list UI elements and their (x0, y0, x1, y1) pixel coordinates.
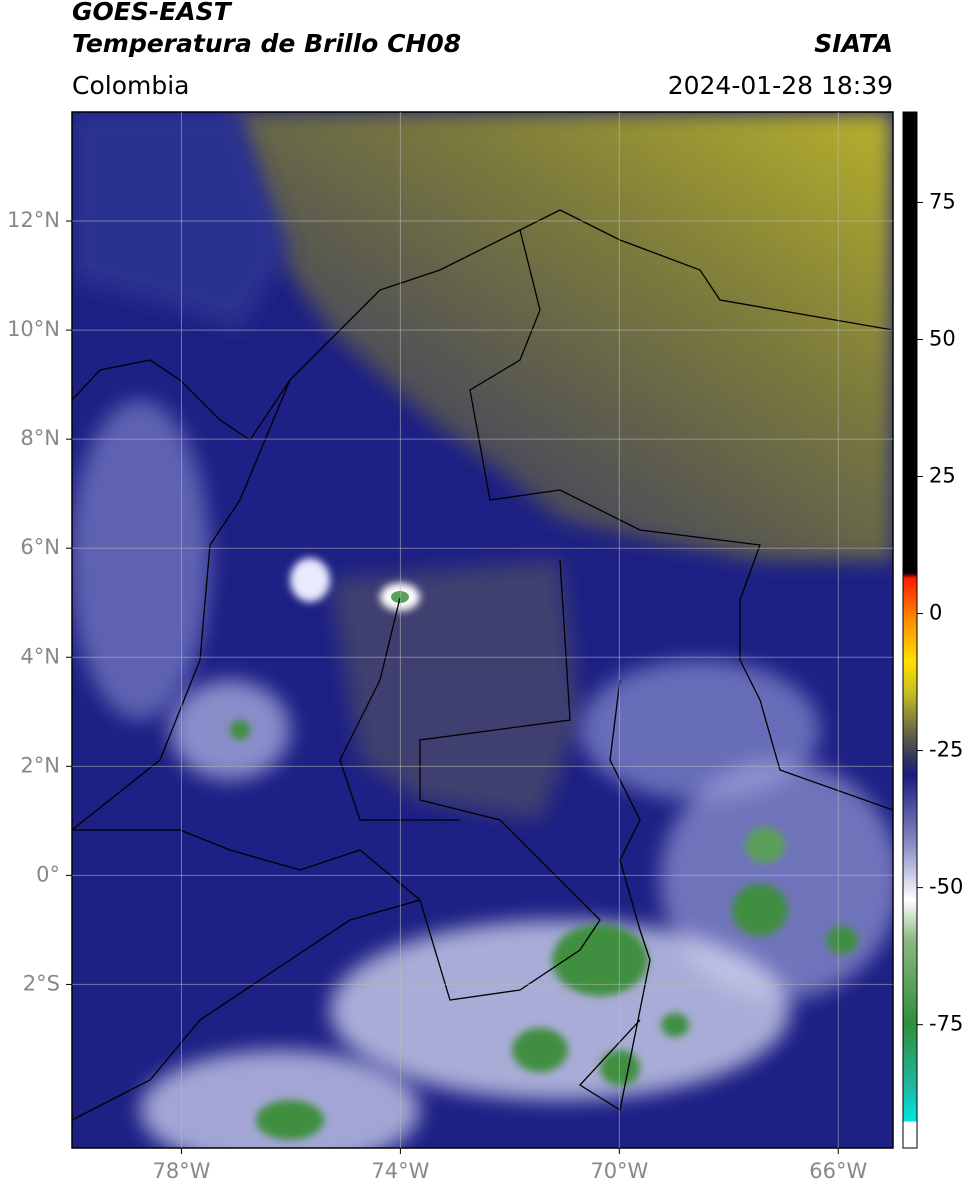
coastline (72, 359, 291, 441)
cold-cloud-top (600, 1050, 640, 1086)
y-tick-label: 2°N (20, 753, 60, 777)
cold-cloud-top (732, 884, 788, 936)
colorbar-tick-label: 75 (929, 189, 956, 213)
country-border (469, 229, 893, 811)
colorbar (902, 111, 918, 1149)
cold-cloud-top (661, 1013, 689, 1037)
x-tick-label: 66°W (809, 1159, 867, 1183)
cold-cloud-top (512, 1028, 568, 1072)
colorbar-tick-label: -50 (929, 875, 963, 899)
y-tick-label: 0° (36, 862, 60, 886)
cloud (290, 558, 330, 602)
x-tick-label: 74°W (371, 1159, 429, 1183)
colorbar-tick-label: 50 (929, 326, 956, 350)
region: Colombia (72, 71, 189, 100)
y-tick-label: 2°S (23, 971, 60, 995)
cold-cloud-top (230, 720, 250, 740)
dry-region (230, 112, 893, 560)
x-tick-label: 70°W (590, 1159, 648, 1183)
country-border (209, 209, 893, 546)
cold-cloud-top (826, 926, 858, 954)
colorbar-tick-label: -25 (929, 738, 963, 762)
country-border (72, 559, 601, 1001)
subtitle: Temperatura de Brillo CH08 (72, 29, 461, 58)
map-frame (71, 111, 894, 1149)
cloud (330, 920, 790, 1100)
title: GOES-EAST (72, 0, 233, 26)
colorbar-tick-label: 0 (929, 601, 942, 625)
colorbar-tick-label: 25 (929, 464, 956, 488)
cold-cloud-top (745, 827, 785, 863)
cold-cloud-top (256, 1100, 324, 1140)
coastline (72, 899, 421, 1121)
dry-region (330, 560, 580, 820)
timestamp: 2024-01-28 18:39 (668, 71, 893, 100)
y-tick-label: 10°N (7, 317, 60, 341)
cloud (140, 1050, 420, 1148)
x-tick-label: 78°W (152, 1159, 210, 1183)
country-border (72, 544, 211, 831)
satellite-image (72, 112, 893, 1148)
y-tick-label: 12°N (7, 208, 60, 232)
y-tick-label: 8°N (20, 426, 60, 450)
cold-cloud-top (552, 924, 648, 996)
y-tick-label: 6°N (20, 535, 60, 559)
country-border (578, 679, 651, 1112)
y-tick-label: 4°N (20, 644, 60, 668)
cloud (72, 400, 210, 720)
colorbar-tick-label: -75 (929, 1012, 963, 1036)
country-border (339, 597, 460, 821)
source: SIATA (814, 29, 893, 58)
